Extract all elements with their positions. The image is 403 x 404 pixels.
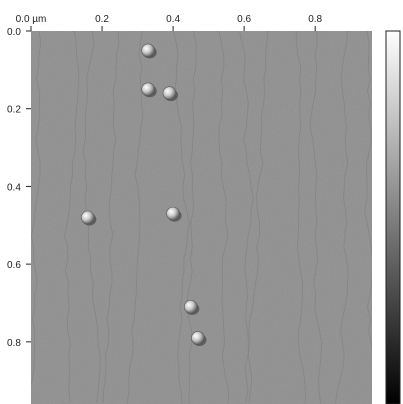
step-edge xyxy=(238,31,254,404)
particles xyxy=(81,43,207,346)
x-axis: 0.0 µm 0.2 0.4 0.6 0.8 xyxy=(16,14,323,31)
x-tick-label: 0.6 xyxy=(237,14,251,25)
particle xyxy=(191,331,207,346)
y-axis: 0.0 0.2 0.4 0.6 0.8 xyxy=(7,27,31,349)
step-edge xyxy=(64,31,80,404)
y-tick-label: 0.6 xyxy=(7,260,21,271)
particle xyxy=(81,210,97,226)
y-tick-label: 0.2 xyxy=(7,105,21,116)
x-tick-label: 0.2 xyxy=(95,14,109,25)
step-edge xyxy=(295,31,306,404)
step-edge xyxy=(244,31,270,404)
x-tick-label: 0.8 xyxy=(308,14,322,25)
particle xyxy=(141,43,157,59)
x-tick-label: 0.4 xyxy=(166,14,180,25)
step-edge xyxy=(171,31,190,404)
step-edge xyxy=(31,31,42,387)
particle xyxy=(162,86,179,102)
step-edge xyxy=(364,31,372,351)
x-tick-label: 0.0 µm xyxy=(16,14,47,25)
y-tick-label: 0.0 xyxy=(7,27,21,38)
step-edge xyxy=(217,31,230,404)
step-edge xyxy=(102,31,120,404)
colorbar-scale xyxy=(385,30,401,404)
step-edge xyxy=(126,31,144,404)
particle xyxy=(141,82,157,98)
particle xyxy=(166,206,182,222)
particle xyxy=(184,300,200,315)
step-edge xyxy=(335,31,349,404)
colorbar xyxy=(385,30,401,404)
y-tick-label: 0.4 xyxy=(7,182,21,193)
y-tick-label: 0.8 xyxy=(7,338,21,349)
step-edge xyxy=(309,31,323,404)
scan-image xyxy=(31,31,372,404)
